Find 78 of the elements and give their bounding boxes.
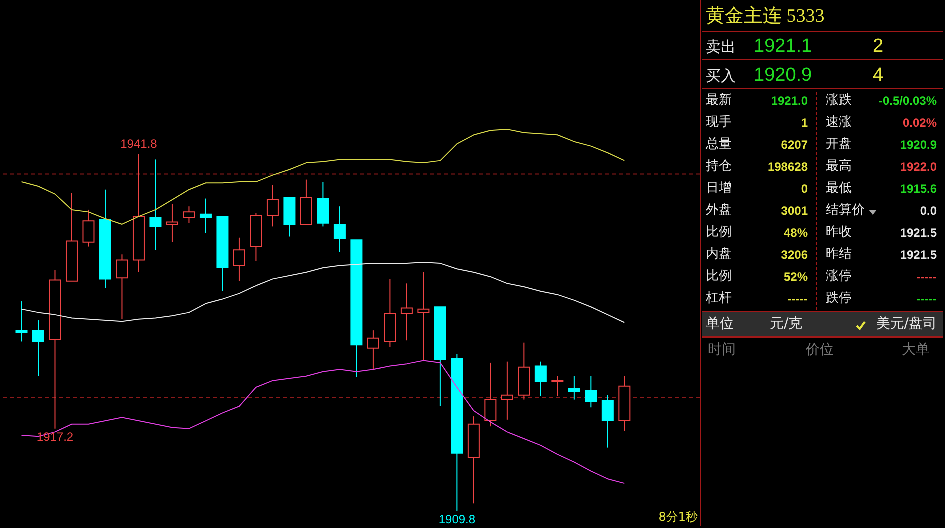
text: 最高 — [826, 159, 852, 174]
text: ----- — [917, 270, 937, 284]
candlestick — [568, 376, 580, 400]
text: 最新 — [706, 93, 732, 108]
candlestick — [233, 237, 246, 282]
candlestick — [266, 184, 279, 228]
candlestick — [534, 361, 547, 397]
text: 杠杆 — [706, 291, 732, 306]
text: 日增 — [706, 181, 732, 196]
text: 1921.5 — [900, 248, 937, 262]
text: 昨结 — [826, 247, 852, 262]
text: 4 — [873, 65, 884, 86]
candlestick — [585, 376, 598, 408]
text: 0 — [801, 182, 808, 196]
text: 比例 — [706, 225, 732, 240]
text: 1921.5 — [900, 226, 937, 240]
text: 价位 — [806, 342, 834, 358]
candlestick — [166, 204, 178, 243]
text: 3001 — [781, 204, 808, 218]
text: 单位 — [706, 316, 734, 332]
candlestick — [501, 361, 514, 420]
text: ----- — [788, 292, 808, 306]
text: 0.0 — [920, 204, 937, 218]
candlestick — [602, 394, 614, 448]
text: 现手 — [706, 115, 732, 130]
text: 涨停 — [826, 269, 852, 284]
text: 黄金主连 5333 — [706, 6, 825, 27]
text: 跌停 — [826, 291, 852, 306]
text: 开盘 — [826, 137, 852, 152]
text: 6207 — [781, 138, 808, 152]
candlestick — [334, 206, 346, 253]
annotation: 1917.2 — [36, 430, 74, 444]
text: 48% — [784, 226, 808, 240]
text: 最低 — [826, 181, 852, 196]
text: 198628 — [768, 160, 808, 174]
text: 外盘 — [706, 203, 732, 218]
text: 1915.6 — [900, 182, 937, 196]
text: 买入 — [706, 67, 736, 85]
text: 持仓 — [706, 159, 732, 174]
annotation: 1909.8 — [438, 512, 476, 526]
text: 内盘 — [706, 247, 732, 262]
text: 昨收 — [826, 225, 852, 240]
text: 1921.1 — [754, 36, 812, 57]
text: 1922.0 — [900, 160, 937, 174]
text: 1920.9 — [900, 138, 937, 152]
candlestick — [116, 254, 128, 320]
candlestick — [150, 159, 162, 251]
text: 比例 — [706, 269, 732, 284]
candlestick — [400, 283, 413, 342]
text: 1920.9 — [754, 65, 812, 86]
candlestick — [367, 330, 380, 370]
text: 3206 — [781, 248, 808, 262]
text: 结算价 — [826, 203, 865, 218]
text: 52% — [784, 270, 808, 284]
text: 时间 — [708, 342, 736, 358]
candlestick — [183, 206, 196, 224]
text: 元/克 — [770, 316, 803, 332]
candlestick — [200, 198, 212, 234]
candlestick — [16, 301, 28, 342]
text: -0.5/0.03% — [878, 94, 937, 108]
text: 8分1秒 — [658, 510, 698, 524]
candlestick — [82, 209, 95, 248]
text: 速涨 — [826, 115, 852, 130]
text: ----- — [917, 292, 937, 306]
text: 涨跌 — [826, 93, 852, 108]
text: 1 — [801, 116, 808, 130]
text: 卖出 — [706, 38, 736, 56]
text: 大单 — [902, 342, 930, 358]
candlestick — [484, 362, 497, 428]
text: 1921.0 — [771, 94, 808, 108]
text: 美元/盘司 — [876, 316, 937, 332]
text: 2 — [873, 36, 884, 57]
candlestick — [552, 376, 564, 397]
candlestick — [418, 272, 430, 362]
text: 总量 — [706, 137, 732, 152]
candlestick — [32, 320, 44, 377]
annotation: 1941.8 — [120, 137, 158, 152]
text: 0.02% — [902, 116, 937, 130]
